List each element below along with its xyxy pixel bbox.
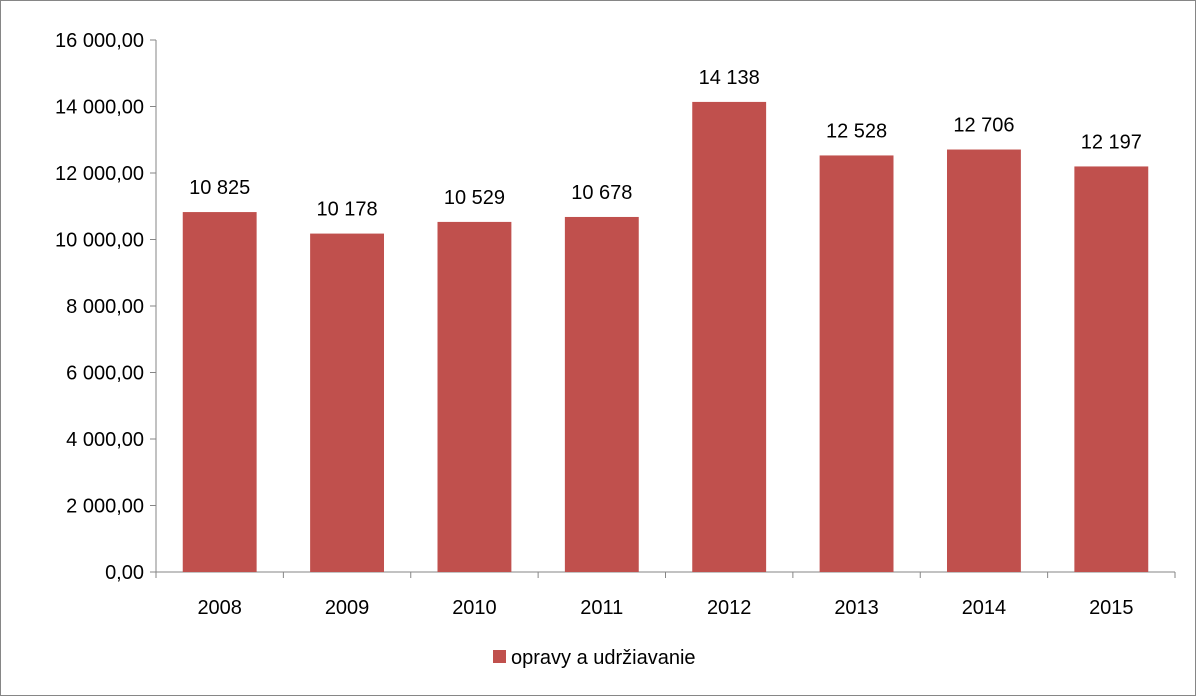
y-tick-label: 4 000,00 (66, 429, 144, 451)
legend-swatch (493, 650, 506, 663)
data-label: 10 178 (316, 199, 377, 221)
bar[interactable] (310, 233, 385, 573)
bar[interactable] (819, 155, 894, 572)
x-tick-label: 2012 (707, 597, 752, 619)
legend: opravy a udržiavanie (493, 647, 696, 669)
bars (182, 101, 1149, 573)
y-tick-label: 2 000,00 (66, 496, 144, 518)
y-tick-label: 6 000,00 (66, 363, 144, 385)
x-tick-label: 2011 (580, 597, 623, 619)
x-tick-label: 2010 (452, 597, 497, 619)
data-labels: 10 825 10 178 10 529 10 678 14 138 12 528 12 7… (189, 67, 1142, 221)
y-tick-label: 16 000,00 (55, 30, 144, 52)
y-tick-label: 12 000,00 (55, 163, 144, 185)
x-axis: 2008 2009 2010 2011 2012 2013 2014 2015 (155, 571, 1176, 619)
data-label: 12 528 (826, 120, 887, 142)
y-axis: 0,00 2 000,00 4 000,00 6 000,00 8 000,00 10 0… (55, 30, 157, 584)
data-label: 10 529 (444, 187, 505, 209)
x-tick-label: 2009 (325, 597, 370, 619)
bar[interactable] (946, 149, 1021, 572)
x-tick-label: 2014 (962, 597, 1007, 619)
data-label: 10 825 (189, 177, 250, 199)
data-label: 10 678 (571, 182, 632, 204)
data-label: 12 706 (953, 115, 1014, 137)
y-tick-label: 10 000,00 (55, 230, 144, 252)
bar[interactable] (564, 216, 639, 573)
bar[interactable] (692, 101, 767, 572)
legend-label: opravy a udržiavanie (511, 647, 696, 669)
data-label: 12 197 (1081, 131, 1142, 153)
y-tick-label: 14 000,00 (55, 97, 144, 119)
x-tick-label: 2013 (834, 597, 879, 619)
bar[interactable] (437, 221, 512, 572)
bar[interactable] (182, 212, 257, 572)
y-tick-label: 8 000,00 (66, 296, 144, 318)
data-label: 14 138 (699, 67, 760, 89)
y-tick-label: 0,00 (105, 562, 144, 584)
x-tick-label: 2008 (197, 597, 242, 619)
x-tick-label: 2015 (1089, 597, 1134, 619)
bar[interactable] (1074, 166, 1149, 572)
